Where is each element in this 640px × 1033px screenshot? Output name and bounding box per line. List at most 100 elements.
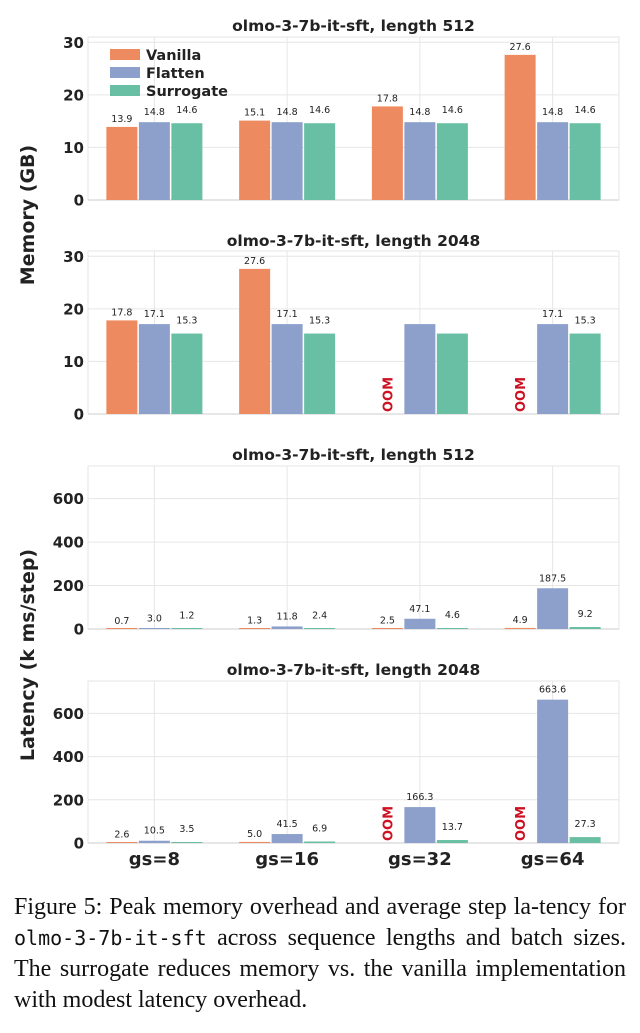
bar-surrogate [304, 123, 336, 200]
bar-vanilla [371, 628, 403, 629]
bar-value-label: 17.1 [542, 309, 563, 320]
bar-value-label: 15.3 [575, 316, 596, 327]
latency-y-axis-label: Latency (k ms/step) [17, 549, 39, 761]
bar-value-label: 27.6 [510, 42, 531, 53]
bar-value-label: 14.6 [575, 105, 596, 116]
legend-label-flatten: Flatten [146, 66, 205, 82]
bar-value-label: 14.6 [442, 105, 463, 116]
bar-flatten [271, 834, 303, 843]
oom-label: OOM [381, 377, 396, 412]
bar-flatten [404, 618, 436, 629]
bar-value-label: 17.1 [277, 309, 298, 320]
memory-y-axis-label: Memory (GB) [17, 145, 39, 285]
bar-value-label: 14.8 [144, 107, 165, 118]
bar-value-label: 13.7 [442, 822, 463, 833]
bar-value-label: 3.5 [179, 824, 194, 835]
bar-surrogate [436, 628, 468, 629]
bar-value-label: 17.8 [111, 307, 132, 318]
bar-surrogate [171, 842, 203, 843]
bar-flatten [537, 588, 569, 629]
oom-label: OOM [381, 806, 396, 841]
y-tick-label: 20 [63, 86, 84, 104]
panel-title: olmo-3-7b-it-sft, length 2048 [227, 232, 480, 250]
legend-swatch-flatten [110, 67, 140, 78]
legend-label-vanilla: Vanilla [146, 48, 201, 64]
bar-value-label: 1.3 [247, 616, 262, 627]
bar-surrogate [171, 628, 203, 629]
bar-value-label: 9.2 [578, 609, 593, 620]
y-tick-label: 600 [53, 490, 84, 508]
bar-value-label: 1.2 [179, 611, 194, 622]
y-tick-label: 600 [53, 705, 84, 723]
bar-value-label: 3.0 [147, 613, 162, 624]
x-tick-label: gs=8 [129, 849, 180, 870]
bar-flatten [138, 122, 170, 200]
bar-value-label: 17.8 [377, 93, 398, 104]
bar-surrogate [304, 841, 336, 843]
x-tick-label: gs=64 [521, 849, 585, 870]
bar-value-label: 15.1 [244, 108, 265, 119]
bar-flatten [537, 324, 569, 414]
bar-value-label: 14.8 [409, 107, 430, 118]
bar-surrogate [569, 627, 601, 629]
bar-value-label: 663.6 [539, 685, 566, 696]
bar-surrogate [171, 123, 203, 200]
bar-value-label: 14.6 [309, 105, 330, 116]
bar-value-label: 2.6 [114, 829, 129, 840]
bar-vanilla [239, 841, 271, 843]
bar-flatten [404, 122, 436, 200]
bar-value-label: 41.5 [277, 819, 298, 830]
bar-surrogate [436, 840, 468, 843]
y-tick-label: 200 [53, 577, 84, 595]
bar-flatten [404, 807, 436, 843]
caption-prefix: Figure 5: Peak memory overhead and avera… [14, 894, 626, 920]
y-tick-label: 400 [53, 534, 84, 552]
bar-value-label: 14.6 [176, 105, 197, 116]
y-tick-label: 200 [53, 791, 84, 809]
bar-value-label: 47.1 [409, 604, 430, 615]
panel-1: 0 10 20 30 olmo-3-7b-it-sft, length 512 13.9 1… [63, 17, 620, 210]
legend: Vanilla Flatten Surrogate [110, 48, 228, 100]
y-tick-label: 30 [63, 34, 84, 52]
bar-value-label: 187.5 [539, 573, 566, 584]
bar-flatten [138, 840, 170, 843]
x-tick-label: gs=32 [388, 849, 452, 870]
panel-2: 0 10 20 30 olmo-3-7b-it-sft, length 2048 17.8… [63, 232, 620, 424]
oom-label: OOM [514, 806, 529, 841]
bar-value-label: 27.3 [575, 819, 596, 830]
bar-surrogate [569, 837, 601, 843]
caption-suffix: across sequence lengths and batch sizes.… [14, 925, 626, 1013]
bar-value-label: 13.9 [111, 114, 132, 125]
figure-5-chart: 0 10 20 30 olmo-3-7b-it-sft, length 512 13.9 1… [17, 17, 620, 870]
figure-caption: Figure 5: Peak memory overhead and avera… [14, 892, 626, 1016]
bar-value-label: 2.4 [312, 610, 327, 621]
bar-flatten [138, 628, 170, 629]
bar-value-label: 0.7 [114, 616, 129, 627]
panel-4: 0 200 400 600 olmo-3-7b-it-sft, length 2048 2… [53, 661, 620, 870]
x-tick-label: gs=16 [255, 849, 319, 870]
bar-value-label: 10.5 [144, 826, 165, 837]
caption-model-name: olmo-3-7b-it-sft [14, 926, 207, 950]
y-tick-label: 10 [63, 353, 84, 371]
y-tick-label: 0 [74, 406, 84, 424]
bar-value-label: 166.3 [406, 792, 433, 803]
bar-surrogate [436, 333, 468, 414]
panel-title: olmo-3-7b-it-sft, length 512 [232, 446, 475, 464]
bar-vanilla [371, 106, 403, 200]
bar-surrogate [304, 333, 336, 414]
bar-surrogate [436, 123, 468, 200]
bar-vanilla [106, 320, 138, 414]
bar-surrogate [569, 333, 601, 414]
bar-vanilla [239, 268, 271, 414]
bar-vanilla [106, 628, 138, 629]
y-tick-label: 10 [63, 139, 84, 157]
y-tick-label: 30 [63, 248, 84, 266]
bar-vanilla [239, 120, 271, 200]
bar-flatten [138, 324, 170, 414]
bar-value-label: 14.8 [277, 107, 298, 118]
bar-value-label: 14.8 [542, 107, 563, 118]
bar-surrogate [171, 333, 203, 414]
panel-title: olmo-3-7b-it-sft, length 512 [232, 17, 475, 35]
bar-value-label: 4.6 [445, 610, 460, 621]
oom-label: OOM [514, 377, 529, 412]
